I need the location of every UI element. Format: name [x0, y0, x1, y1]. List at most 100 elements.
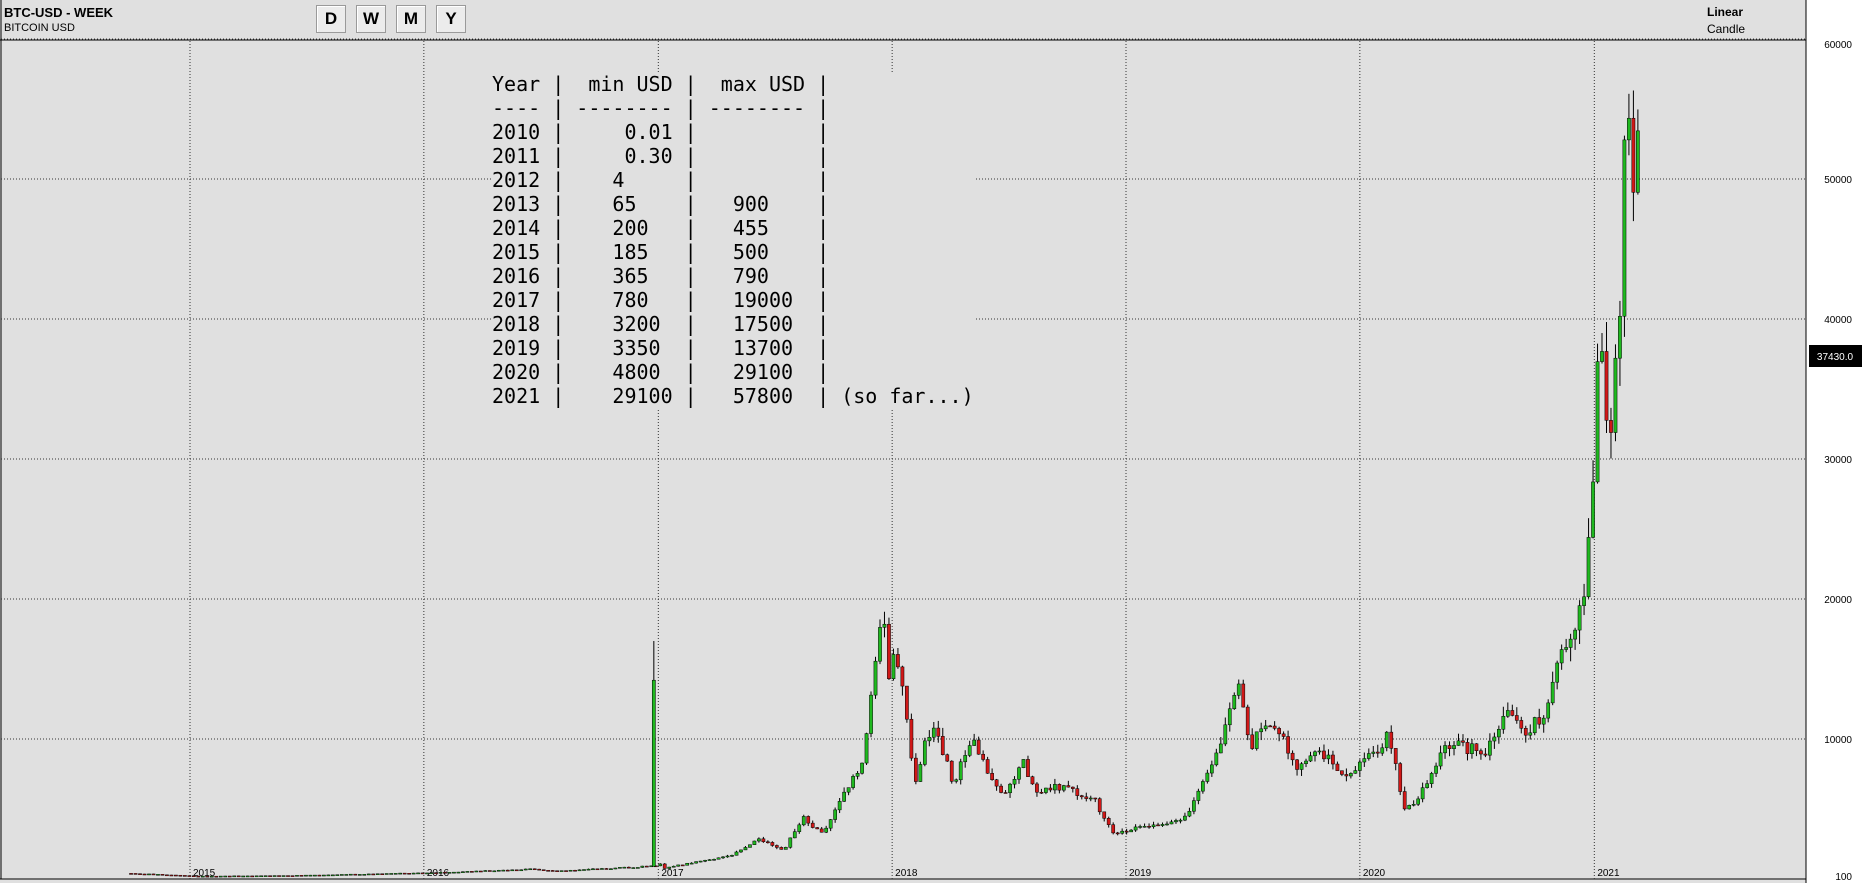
candle-body — [1008, 783, 1012, 794]
candle-body — [582, 869, 586, 871]
candle-body — [1331, 754, 1335, 765]
candle-body — [1156, 824, 1160, 827]
candle-body — [676, 864, 681, 867]
candle-body — [1223, 724, 1228, 745]
yearly-min-max-table: Year | min USD | max USD | ---- | ------… — [492, 72, 974, 408]
candle-body — [1366, 753, 1371, 759]
candle-body — [1272, 725, 1277, 729]
candle-body — [797, 824, 802, 832]
y-tick-label: 60000 — [1824, 40, 1852, 51]
candle-body — [452, 871, 456, 874]
last-price-marker — [1809, 345, 1862, 367]
candle-body — [1120, 830, 1125, 834]
candle-body — [532, 868, 537, 871]
chart-style-toggle[interactable]: Candle — [1707, 22, 1746, 36]
candle-body — [380, 873, 385, 875]
candle-body — [1429, 773, 1434, 784]
candle-body — [214, 875, 219, 878]
candle-body — [326, 874, 331, 877]
candle-body — [1169, 821, 1174, 825]
candle-body — [1142, 825, 1147, 828]
candle-body — [905, 685, 909, 720]
candle-body — [1097, 798, 1102, 813]
candle-body — [1124, 830, 1129, 833]
candle-body — [187, 875, 192, 877]
x-tick-label: 2021 — [1597, 868, 1620, 879]
candle-body — [1138, 826, 1142, 828]
candle-body — [591, 868, 595, 871]
candle-body — [348, 873, 353, 876]
candle-body — [461, 871, 465, 873]
timeframe-daily-button[interactable]: D — [316, 5, 346, 33]
candle-body — [1241, 683, 1246, 708]
candle-body — [1012, 779, 1017, 785]
candle-body — [1335, 763, 1340, 771]
candle-body — [1178, 819, 1183, 822]
scale-mode-toggle[interactable]: Linear — [1707, 5, 1744, 19]
candle-body — [1375, 751, 1380, 754]
candle-body — [546, 870, 550, 872]
candle-body — [1003, 792, 1008, 794]
candle-body — [268, 875, 272, 877]
candle-body — [622, 866, 627, 869]
candle-body — [393, 873, 398, 875]
candle-body — [281, 875, 286, 877]
candle-body — [640, 865, 645, 868]
candle-body — [1402, 791, 1407, 810]
candle-body — [618, 867, 622, 869]
candle-body — [1470, 743, 1474, 754]
candle-body — [1438, 752, 1443, 767]
y-tick-label: 10000 — [1824, 735, 1852, 746]
candle-body — [810, 822, 815, 828]
candle-body — [887, 623, 891, 680]
candle-body — [1609, 420, 1613, 433]
candle-body — [344, 874, 349, 876]
candle-body — [398, 872, 402, 875]
candle-body — [555, 870, 559, 872]
candle-body — [1627, 117, 1631, 141]
candle-body — [824, 827, 829, 833]
candle-body — [1174, 820, 1178, 823]
candle-body — [425, 872, 429, 875]
timeframe-monthly-button[interactable]: M — [396, 5, 426, 33]
candle-body — [550, 870, 555, 872]
candle-body — [770, 842, 775, 846]
candle-body — [227, 875, 232, 878]
candle-body — [1555, 662, 1560, 683]
candle-body — [1017, 767, 1021, 780]
x-tick-label: 2020 — [1363, 868, 1386, 879]
candle-body — [138, 873, 142, 875]
candle-body — [694, 861, 698, 864]
candle-body — [1622, 139, 1627, 317]
candle-body — [972, 739, 977, 746]
candle-body — [313, 874, 317, 877]
candle-body — [505, 869, 510, 872]
candle-body — [609, 868, 613, 870]
candle-body — [1044, 787, 1048, 793]
candle-body — [1129, 829, 1133, 833]
candle-body — [922, 740, 927, 765]
candle-body — [434, 872, 438, 874]
candle-body — [685, 862, 689, 866]
candle-body — [205, 875, 210, 878]
candle-body — [1093, 797, 1098, 800]
candle-body — [1133, 826, 1138, 831]
candle-body — [761, 838, 766, 843]
candle-body — [981, 753, 985, 760]
candle-body — [1631, 117, 1636, 193]
candle-body — [147, 873, 151, 876]
candle-body — [1505, 710, 1510, 717]
candle-body — [1340, 770, 1344, 775]
candle-body — [519, 869, 524, 872]
candle-body — [1021, 759, 1026, 768]
candle-body — [1259, 728, 1264, 733]
candle-body — [739, 849, 743, 853]
candle-body — [586, 868, 591, 871]
candle-body — [806, 816, 811, 824]
candle-body — [1026, 759, 1030, 777]
timeframe-yearly-button[interactable]: Y — [436, 5, 466, 33]
candle-body — [1398, 763, 1403, 792]
timeframe-weekly-button[interactable]: W — [356, 5, 386, 33]
candle-body — [976, 739, 981, 755]
candle-body — [994, 779, 999, 787]
